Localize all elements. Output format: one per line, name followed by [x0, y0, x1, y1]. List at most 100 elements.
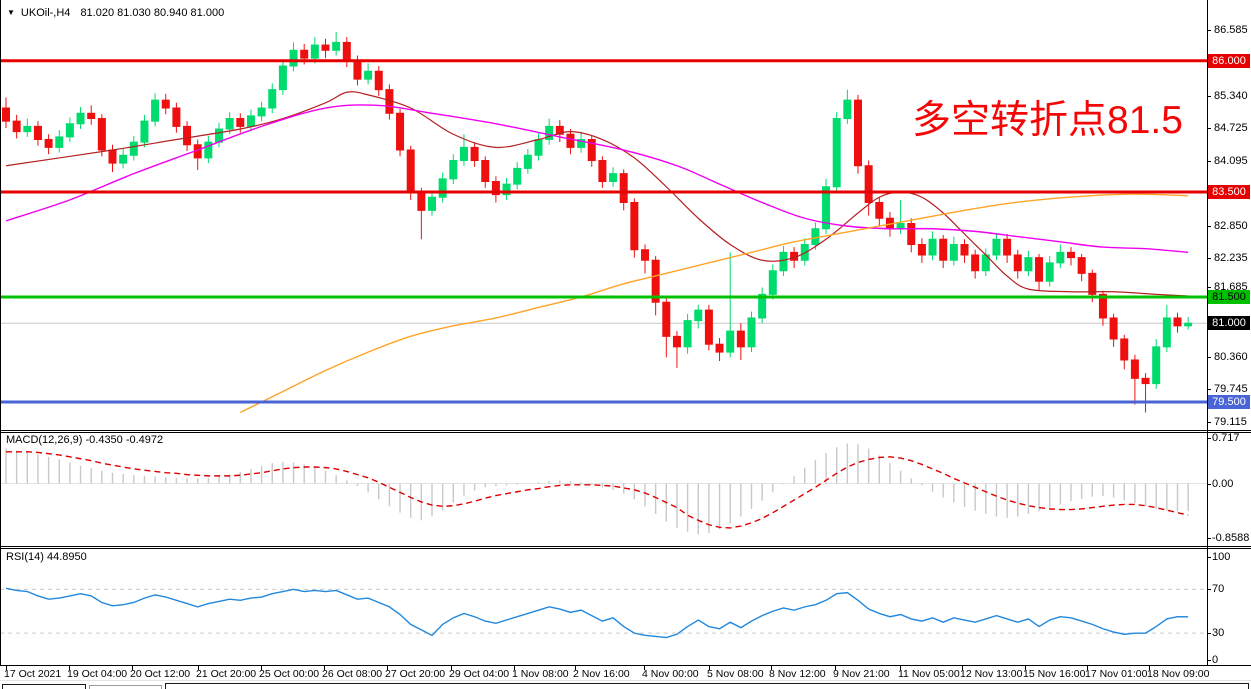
price-axis-label[interactable]: 82.850: [1214, 220, 1248, 232]
macd-axis-tick: [1207, 538, 1211, 539]
price-axis-label[interactable]: 84.095: [1214, 155, 1248, 167]
price-axis-tick: [1207, 128, 1211, 129]
panel-separator[interactable]: [0, 546, 1251, 547]
price-axis-tick: [1207, 161, 1211, 162]
time-axis-label[interactable]: 1 Nov 08:00: [512, 668, 569, 680]
symbol-dropdown-icon[interactable]: ▼: [7, 8, 15, 17]
macd-values: -0.4350 -0.4972: [85, 434, 164, 446]
price-axis-label[interactable]: 79.745: [1214, 383, 1248, 395]
candle-bear: [300, 49, 309, 59]
candle-bear: [875, 201, 884, 219]
chart-tab[interactable]: [165, 683, 1249, 689]
annotation-text[interactable]: 多空转折点81.5: [912, 99, 1183, 142]
rsi-axis-label[interactable]: 30: [1212, 627, 1225, 639]
price-axis-tick: [1207, 389, 1211, 390]
price-axis-label[interactable]: 85.340: [1214, 90, 1248, 102]
candle-bull: [896, 222, 905, 230]
rsi-axis-tick: [1207, 557, 1211, 558]
price-axis-border: [1207, 0, 1208, 666]
candle-bull: [449, 160, 458, 180]
candle-bull: [438, 178, 447, 198]
time-axis-label[interactable]: 17 Oct 2021: [4, 668, 62, 680]
candle-bear: [939, 238, 948, 261]
candle-bear: [971, 254, 980, 272]
time-axis-label[interactable]: 2 Nov 16:00: [573, 668, 630, 680]
time-axis-label[interactable]: 15 Nov 16:00: [1023, 668, 1086, 680]
time-axis-label[interactable]: 21 Oct 20:00: [196, 668, 257, 680]
time-axis-tick: [1149, 666, 1150, 670]
candle-bear: [619, 173, 628, 203]
time-axis-tick: [1087, 666, 1088, 670]
candle-bear: [1013, 254, 1022, 272]
time-axis-label[interactable]: 29 Oct 04:00: [449, 668, 510, 680]
time-axis-label[interactable]: 9 Nov 21:00: [833, 668, 890, 680]
time-axis-label[interactable]: 27 Oct 20:00: [385, 668, 446, 680]
price-badge-81.500: 81.500: [1208, 290, 1250, 304]
candle-bear: [555, 125, 564, 135]
chart-tab[interactable]: [2, 684, 86, 689]
time-axis-label[interactable]: 11 Nov 05:00: [898, 668, 960, 680]
time-axis-tick: [132, 666, 133, 670]
candle-bull: [502, 183, 511, 196]
ohlc-quotes: 81.020 81.030 80.940 81.000: [80, 7, 225, 19]
time-axis-label[interactable]: 8 Nov 12:00: [769, 668, 826, 680]
candle-bull: [779, 251, 788, 272]
panel-separator[interactable]: [0, 548, 1251, 549]
time-axis-label[interactable]: 19 Oct 04:00: [67, 668, 128, 680]
macd-axis-label[interactable]: 0.717: [1212, 432, 1240, 444]
macd-axis-label[interactable]: 0.00: [1212, 478, 1234, 490]
candle-bear: [417, 191, 426, 211]
time-axis-label[interactable]: 5 Nov 08:00: [707, 668, 764, 680]
time-axis-label[interactable]: 4 Nov 00:00: [642, 668, 699, 680]
candle-bull: [1162, 317, 1171, 348]
chart-tab-active[interactable]: [89, 685, 162, 689]
rsi-axis-label[interactable]: 70: [1212, 583, 1225, 595]
candle-bull: [257, 107, 266, 117]
candle-bull: [428, 196, 436, 211]
candle-bull: [726, 330, 735, 353]
rsi-axis-label[interactable]: 100: [1212, 551, 1231, 563]
candle-bear: [97, 118, 106, 151]
rsi-value: 44.8950: [46, 551, 87, 563]
candle-bear: [1130, 359, 1139, 379]
time-axis-label[interactable]: 18 Nov 09:00: [1147, 668, 1210, 680]
price-axis-label[interactable]: 82.235: [1214, 252, 1248, 264]
candle-bear: [1120, 338, 1129, 361]
rsi-axis-tick: [1207, 660, 1211, 661]
candle-bull: [289, 49, 298, 67]
rsi-line: [5, 587, 1189, 639]
ma-fast-line: [5, 91, 1189, 297]
rsi-axis-label[interactable]: 0: [1212, 654, 1219, 666]
panel-separator[interactable]: [0, 430, 1251, 431]
price-axis-label[interactable]: 80.360: [1214, 351, 1248, 363]
price-axis-label[interactable]: 84.725: [1214, 122, 1248, 134]
price-axis-label[interactable]: 79.115: [1214, 416, 1247, 428]
panel-separator[interactable]: [0, 432, 1251, 433]
candle-bull: [215, 128, 223, 143]
candle-bear: [587, 139, 596, 162]
candle-bull: [55, 136, 64, 148]
candle-bear: [470, 146, 479, 162]
candle-bear: [1003, 238, 1012, 256]
time-axis-label[interactable]: 17 Nov 01:00: [1085, 668, 1148, 680]
time-axis-tick: [451, 666, 452, 670]
candle-bull: [65, 123, 74, 138]
time-axis-label[interactable]: 26 Oct 08:00: [322, 668, 383, 680]
candle-bear: [917, 243, 926, 256]
time-axis-tick: [900, 666, 901, 670]
time-axis-tick: [387, 666, 388, 670]
time-axis-tick: [575, 666, 576, 670]
macd-axis-label[interactable]: -0.8588: [1212, 532, 1250, 544]
time-axis-label[interactable]: 25 Oct 00:00: [259, 668, 320, 680]
price-axis-label[interactable]: 86.585: [1214, 24, 1248, 36]
time-axis-label[interactable]: 20 Oct 12:00: [130, 668, 191, 680]
time-axis-label[interactable]: 12 Nov 13:00: [960, 668, 1023, 680]
candle-bull: [129, 141, 138, 156]
candle-bear: [172, 107, 181, 127]
time-axis-tick: [514, 666, 515, 670]
candle-bear: [374, 70, 383, 91]
candle-bear: [864, 165, 873, 203]
candle-bear: [1173, 317, 1182, 327]
